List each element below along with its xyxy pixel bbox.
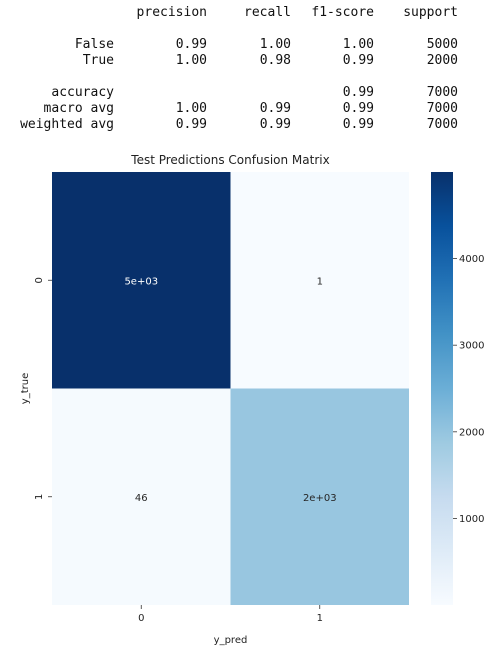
- report-header: recall: [244, 5, 291, 20]
- report-value: 0.99: [342, 53, 374, 68]
- colorbar-tick-label: 4000: [459, 254, 484, 265]
- report-value: 1.00: [175, 53, 207, 68]
- colorbar: [431, 172, 453, 605]
- heatmap-cell: [230, 172, 409, 389]
- report-value: 0.99: [259, 117, 291, 132]
- report-value: 0.99: [259, 101, 291, 116]
- report-header: support: [403, 5, 458, 20]
- x-tick-label: 1: [317, 613, 323, 624]
- chart-title: Test Predictions Confusion Matrix: [130, 153, 329, 167]
- report-value: 5000: [426, 37, 458, 52]
- cell-label: 5e+03: [124, 276, 158, 287]
- y-tick-label: 0: [34, 277, 45, 283]
- report-value: 0.99: [342, 101, 374, 116]
- heatmap-cell: [52, 172, 231, 389]
- y-axis-label: y_true: [20, 373, 31, 404]
- report-row-label: False: [74, 37, 114, 52]
- report-value: 0.99: [342, 85, 374, 100]
- report-value: 1.00: [259, 37, 291, 52]
- report-value: 7000: [426, 117, 458, 132]
- report-row-label: weighted avg: [20, 117, 114, 132]
- report-value: 0.99: [175, 117, 207, 132]
- cell-label: 46: [135, 493, 148, 504]
- report-header: f1-score: [311, 5, 374, 20]
- cell-label: 2e+03: [303, 493, 337, 504]
- colorbar-tick-label: 2000: [459, 427, 484, 438]
- cell-label: 1: [317, 276, 323, 287]
- x-axis-label: y_pred: [214, 635, 248, 646]
- colorbar-tick-label: 1000: [459, 514, 484, 525]
- classification-report: precision recall f1-score support False 0.99 1…: [0, 0, 496, 140]
- report-value: 1.00: [175, 101, 207, 116]
- report-row-label: True: [82, 53, 114, 68]
- report-header: precision: [136, 5, 207, 20]
- heatmap-cell: [230, 388, 409, 605]
- report-value: 1.00: [342, 37, 374, 52]
- report-value: 0.99: [175, 37, 207, 52]
- report-row-label: macro avg: [43, 101, 114, 116]
- report-value: 7000: [426, 85, 458, 100]
- heatmap-cell: [52, 388, 231, 605]
- report-value: 2000: [426, 53, 458, 68]
- x-tick-label: 0: [138, 613, 144, 624]
- colorbar-tick-label: 3000: [459, 341, 484, 352]
- y-tick-label: 1: [34, 494, 45, 500]
- report-row-label: accuracy: [51, 85, 114, 100]
- report-value: 7000: [426, 101, 458, 116]
- report-value: 0.98: [259, 53, 291, 68]
- report-value: 0.99: [342, 117, 374, 132]
- confusion-matrix-chart: Test Predictions Confusion Matrix 5e+03 1 4…: [20, 153, 484, 646]
